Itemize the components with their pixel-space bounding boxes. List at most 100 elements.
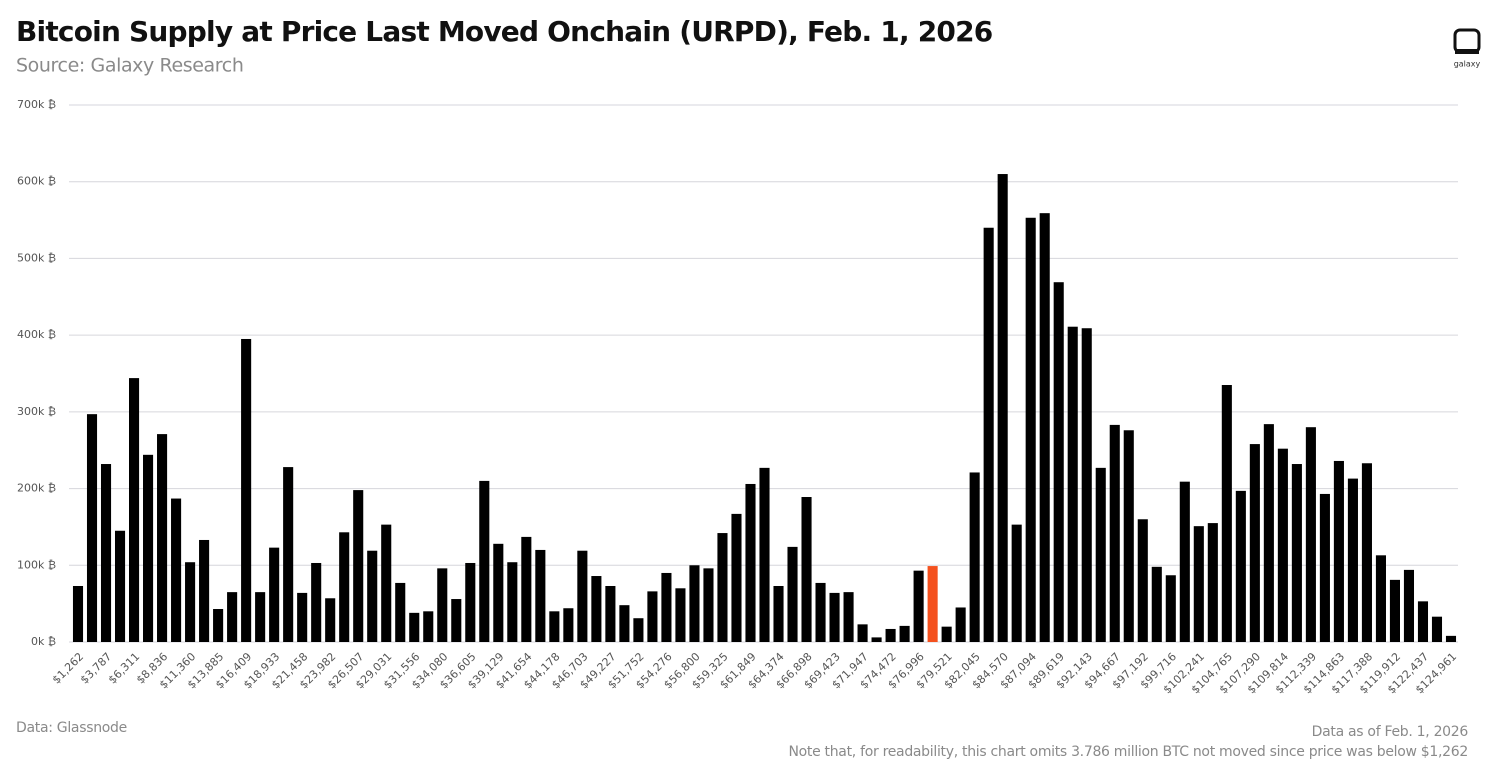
bar	[633, 618, 644, 642]
bar	[1095, 467, 1106, 642]
bar	[1361, 463, 1372, 642]
bar	[213, 609, 224, 642]
bar	[1123, 430, 1134, 642]
bar	[647, 591, 658, 642]
bar	[829, 592, 840, 642]
logo-bar	[1455, 49, 1479, 54]
data-source: Data: Glassnode	[16, 720, 127, 736]
bar	[157, 434, 168, 642]
bar	[745, 483, 756, 642]
bar	[114, 530, 126, 642]
bar	[255, 592, 266, 642]
bar	[395, 582, 406, 642]
bar	[759, 467, 770, 642]
footnote: Note that, for readability, this chart o…	[788, 744, 1468, 760]
bar	[451, 599, 462, 642]
bar	[619, 605, 630, 642]
bar	[227, 592, 238, 642]
bar	[689, 565, 700, 642]
bar	[885, 628, 896, 642]
bar	[1165, 575, 1176, 642]
bar	[899, 625, 910, 642]
bar	[1445, 635, 1457, 642]
bar	[871, 637, 882, 642]
bar	[1235, 490, 1246, 642]
bar	[493, 543, 504, 642]
bar	[1319, 493, 1330, 642]
y-tick-label: 200k ₿	[17, 482, 56, 495]
bar	[787, 546, 798, 642]
bar	[1389, 579, 1400, 642]
y-tick-label: 500k ₿	[17, 251, 56, 264]
bar	[605, 585, 616, 642]
bar	[1039, 213, 1050, 642]
bar	[1067, 326, 1078, 642]
bar	[1053, 282, 1064, 642]
bar	[1025, 217, 1036, 642]
logo: galaxy	[1453, 28, 1481, 69]
bar	[423, 611, 434, 642]
bar	[143, 454, 154, 642]
bar	[1305, 427, 1316, 642]
bar	[815, 582, 826, 642]
bar	[185, 562, 196, 642]
logo-text: galaxy	[1454, 60, 1481, 69]
bar	[339, 532, 350, 642]
bar	[367, 550, 378, 642]
bar	[591, 576, 602, 642]
bar	[941, 626, 952, 642]
bar	[1333, 460, 1344, 642]
bar	[675, 588, 686, 642]
bar	[437, 568, 448, 642]
bar	[283, 467, 294, 642]
bar	[269, 547, 280, 642]
bar	[353, 490, 364, 642]
y-tick-label: 700k ₿	[17, 98, 56, 111]
bar	[100, 464, 112, 642]
y-tick-label: 0k ₿	[31, 635, 56, 648]
bar	[955, 607, 966, 642]
bar	[535, 549, 546, 642]
bar	[661, 572, 672, 642]
bar	[1263, 424, 1274, 642]
bar	[1137, 519, 1148, 642]
chart-title: Bitcoin Supply at Price Last Moved Oncha…	[16, 15, 992, 48]
bar	[801, 497, 812, 642]
bar	[199, 539, 210, 642]
bar	[1347, 478, 1358, 642]
bar	[1081, 328, 1092, 642]
bar	[479, 480, 490, 642]
bar	[703, 568, 714, 642]
bar	[577, 550, 588, 642]
bar	[1151, 566, 1162, 642]
bar	[465, 562, 476, 642]
bar	[381, 524, 392, 642]
bar	[857, 624, 868, 642]
bar	[549, 611, 560, 642]
chart-subtitle: Source: Galaxy Research	[16, 55, 243, 77]
bar	[1011, 524, 1022, 642]
y-tick-label: 400k ₿	[17, 328, 56, 341]
bar	[325, 598, 336, 642]
bar	[731, 513, 742, 642]
y-tick-label: 600k ₿	[17, 175, 56, 188]
bar	[1193, 526, 1204, 642]
bar	[997, 174, 1008, 643]
bar	[1207, 523, 1218, 642]
date-note: Data as of Feb. 1, 2026	[1312, 724, 1469, 740]
bar	[297, 592, 308, 642]
bar	[1277, 448, 1288, 642]
bar	[1403, 569, 1415, 642]
bar	[1109, 424, 1120, 642]
bar	[241, 338, 252, 642]
bar	[1179, 481, 1190, 642]
bar	[563, 608, 574, 642]
bar	[1249, 444, 1260, 642]
bar	[507, 562, 518, 642]
bar	[72, 585, 84, 642]
y-tick-label: 300k ₿	[17, 405, 56, 418]
bar	[129, 378, 140, 642]
bar	[843, 592, 854, 642]
y-tick-label: 100k ₿	[17, 558, 56, 571]
